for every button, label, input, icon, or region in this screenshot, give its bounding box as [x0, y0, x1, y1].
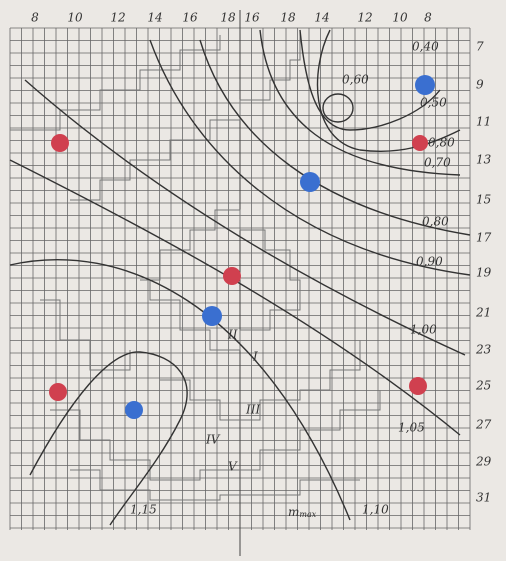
contour-line: [299, 29, 441, 131]
right-label: 31: [476, 491, 491, 505]
contour-label: 0,60: [342, 73, 369, 87]
right-axis: 7 9 11 13 15 17 19 21 23 25 27 29 31: [475, 40, 492, 505]
red-marker: [412, 135, 428, 151]
red-marker: [51, 134, 69, 152]
top-label: 18: [220, 11, 236, 25]
zone-label: V: [228, 460, 238, 474]
annotation-main: m: [288, 505, 299, 519]
contour-line: [316, 29, 461, 152]
contour-label: 0,90: [416, 255, 443, 269]
blue-marker: [202, 306, 222, 326]
zone-label: IV: [205, 433, 221, 447]
contour-label: 0,80: [422, 215, 449, 229]
step-contours: [10, 30, 381, 501]
contour-label: 1,05: [398, 421, 425, 435]
top-label: 12: [110, 11, 125, 25]
contour-line: [149, 39, 471, 276]
right-label: 9: [476, 78, 484, 92]
top-label: 14: [147, 11, 162, 25]
blue-marker: [415, 75, 435, 95]
right-label: 23: [475, 343, 492, 357]
top-label: 8: [31, 11, 39, 25]
contour-line: [259, 29, 461, 176]
blue-marker: [300, 172, 320, 192]
zone-labels: I II III IV V: [205, 328, 260, 474]
right-label: 27: [475, 418, 492, 432]
contour-label: 1,15: [130, 503, 157, 517]
right-label: 13: [476, 153, 492, 167]
right-label: 21: [475, 306, 491, 320]
zone-label: I: [252, 350, 258, 364]
right-label: 7: [476, 40, 484, 54]
top-label: 18: [280, 11, 296, 25]
contour-line: [9, 259, 351, 521]
right-label: 19: [476, 266, 492, 280]
top-label: 10: [392, 11, 408, 25]
contour-line: [199, 39, 471, 236]
top-label: 16: [182, 11, 198, 25]
zone-label: II: [227, 328, 238, 342]
contour-label: 0,80: [428, 136, 455, 150]
red-marker: [49, 383, 67, 401]
right-label: 25: [475, 379, 491, 393]
top-label: 8: [424, 11, 432, 25]
contour-label: 0,40: [412, 40, 439, 54]
red-marker: [409, 377, 427, 395]
annotation-sub: max: [299, 510, 316, 519]
right-label: 11: [476, 115, 491, 129]
contour-line: [29, 351, 188, 526]
contour-label: 0,70: [424, 156, 451, 170]
contour-labels: 0,40 0,50 0,60 0,80 0,70 0,80 0,90 1,00 …: [130, 40, 455, 517]
right-label: 29: [475, 455, 492, 469]
top-axis: 8 10 12 14 16 18 16 18 14 12 10 8: [31, 11, 432, 25]
zone-label: III: [245, 403, 260, 417]
contour-line: [24, 79, 466, 356]
annotation: mmax: [288, 505, 317, 520]
contour-label: 0,50: [420, 96, 447, 110]
red-marker: [223, 267, 241, 285]
top-label: 14: [314, 11, 329, 25]
contour-loop: [322, 93, 354, 123]
right-label: 17: [476, 231, 492, 245]
top-label: 16: [244, 11, 260, 25]
top-label: 12: [357, 11, 372, 25]
contour-label: 1,10: [362, 503, 389, 517]
top-label: 10: [67, 11, 83, 25]
contour-label: 1,00: [410, 323, 437, 337]
blue-marker: [125, 401, 143, 419]
right-label: 15: [476, 193, 491, 207]
